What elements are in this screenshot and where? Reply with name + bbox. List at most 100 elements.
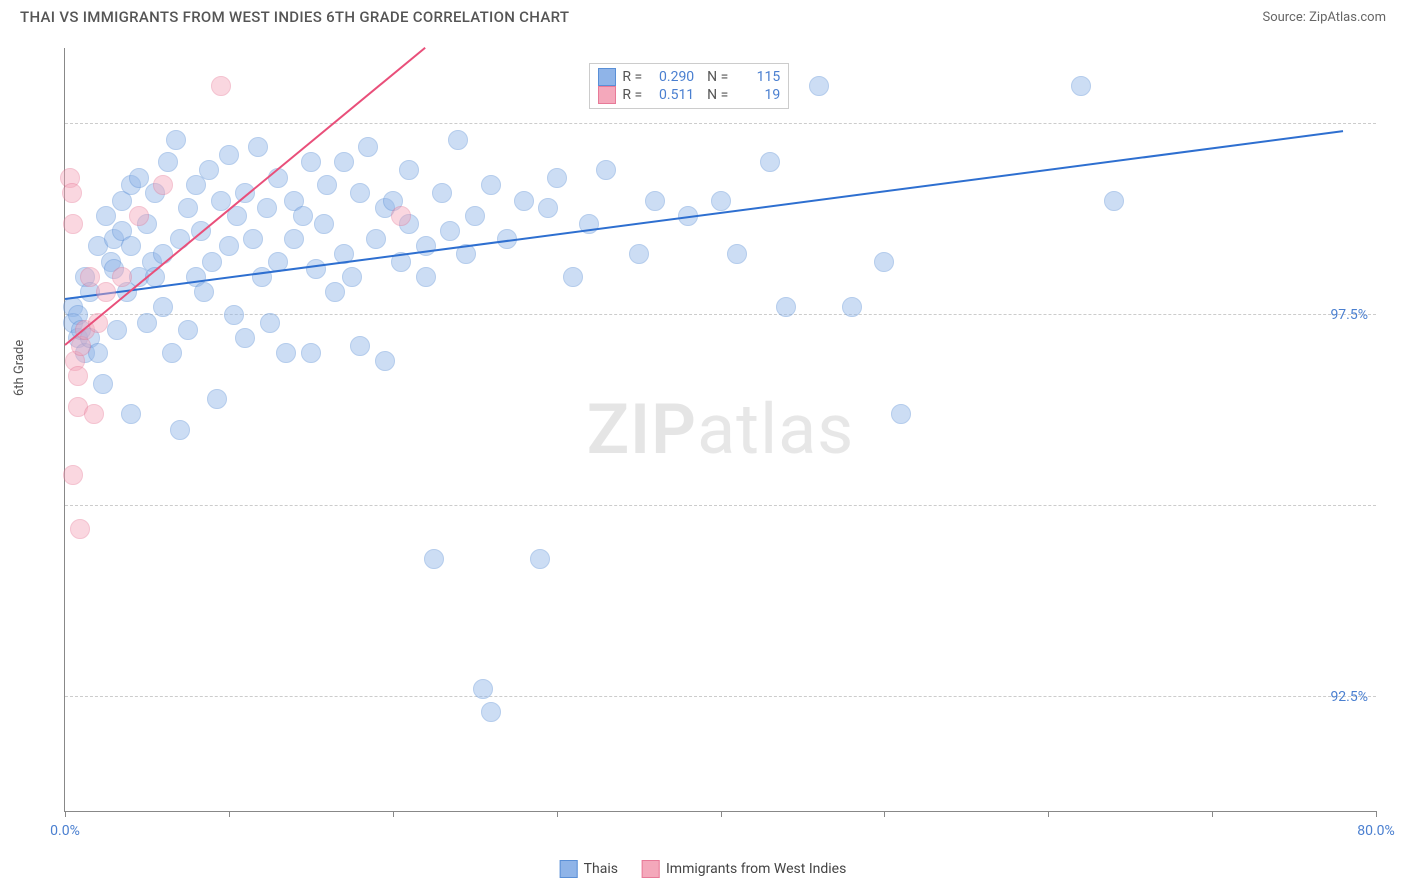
data-point	[112, 267, 132, 287]
plot-area: ZIPatlas R =0.290 N =115R =0.511 N =19 9…	[64, 48, 1376, 812]
data-point	[70, 519, 90, 539]
data-point	[358, 137, 378, 157]
data-point	[260, 313, 280, 333]
data-point	[809, 76, 829, 96]
x-tick-label: 0.0%	[50, 823, 80, 839]
data-point	[711, 191, 731, 211]
source-label: Source: ZipAtlas.com	[1262, 10, 1386, 25]
stat-r-value: 0.511	[648, 87, 694, 103]
data-point	[248, 137, 268, 157]
data-point	[219, 145, 239, 165]
data-point	[252, 267, 272, 287]
stat-n-value: 19	[734, 87, 780, 103]
data-point	[399, 160, 419, 180]
bottom-legend: Thais Immigrants from West Indies	[560, 860, 847, 878]
x-tick	[393, 811, 394, 817]
data-point	[301, 152, 321, 172]
x-tick	[1376, 811, 1377, 817]
data-point	[63, 214, 83, 234]
data-point	[284, 229, 304, 249]
data-point	[137, 313, 157, 333]
data-point	[153, 297, 173, 317]
data-point	[629, 244, 649, 264]
data-point	[62, 183, 82, 203]
data-point	[1104, 191, 1124, 211]
data-point	[257, 198, 277, 218]
data-point	[334, 152, 354, 172]
data-point	[235, 328, 255, 348]
stat-r-label: R =	[622, 69, 642, 85]
data-point	[306, 259, 326, 279]
data-point	[211, 76, 231, 96]
data-point	[448, 130, 468, 150]
gridline	[65, 123, 1376, 124]
data-point	[129, 206, 149, 226]
legend-label: Immigrants from West Indies	[666, 861, 846, 877]
data-point	[194, 282, 214, 302]
data-point	[350, 336, 370, 356]
y-axis-label: 6th Grade	[12, 340, 27, 396]
data-point	[776, 297, 796, 317]
stats-row: R =0.290 N =115	[598, 68, 780, 86]
data-point	[874, 252, 894, 272]
y-tick-label: 97.5%	[1330, 307, 1368, 323]
data-point	[596, 160, 616, 180]
x-tick	[65, 811, 66, 817]
data-point	[563, 267, 583, 287]
x-tick	[1212, 811, 1213, 817]
data-point	[162, 343, 182, 363]
data-point	[416, 267, 436, 287]
stat-r-value: 0.290	[648, 69, 694, 85]
data-point	[432, 183, 452, 203]
x-tick-label: 80.0%	[1357, 823, 1395, 839]
data-point	[547, 168, 567, 188]
data-point	[842, 297, 862, 317]
data-point	[325, 282, 345, 302]
y-tick-label: 92.5%	[1330, 689, 1368, 705]
data-point	[276, 343, 296, 363]
data-point	[243, 229, 263, 249]
data-point	[202, 252, 222, 272]
data-point	[727, 244, 747, 264]
legend-item: Thais	[560, 860, 618, 878]
data-point	[129, 168, 149, 188]
data-point	[481, 175, 501, 195]
data-point	[80, 267, 100, 287]
x-tick	[557, 811, 558, 817]
data-point	[121, 236, 141, 256]
x-tick	[721, 811, 722, 817]
data-point	[342, 267, 362, 287]
data-point	[473, 679, 493, 699]
data-point	[760, 152, 780, 172]
data-point	[211, 191, 231, 211]
data-point	[366, 229, 386, 249]
data-point	[465, 206, 485, 226]
stat-n-label: N =	[700, 69, 728, 85]
data-point	[301, 343, 321, 363]
stat-r-label: R =	[622, 87, 642, 103]
chart-container: 6th Grade ZIPatlas R =0.290 N =115R =0.5…	[20, 40, 1386, 832]
stats-legend-box: R =0.290 N =115R =0.511 N =19	[589, 63, 789, 109]
data-point	[96, 206, 116, 226]
gridline	[65, 696, 1376, 697]
chart-title: THAI VS IMMIGRANTS FROM WEST INDIES 6TH …	[20, 8, 569, 26]
data-point	[178, 320, 198, 340]
data-point	[530, 549, 550, 569]
data-point	[68, 366, 88, 386]
data-point	[166, 130, 186, 150]
data-point	[440, 221, 460, 241]
data-point	[538, 198, 558, 218]
watermark: ZIPatlas	[587, 389, 855, 471]
data-point	[391, 206, 411, 226]
legend-swatch	[560, 860, 578, 878]
data-point	[84, 404, 104, 424]
data-point	[170, 420, 190, 440]
data-point	[178, 198, 198, 218]
stat-n-label: N =	[700, 87, 728, 103]
series-swatch	[598, 86, 616, 104]
data-point	[314, 214, 334, 234]
x-tick	[1048, 811, 1049, 817]
x-tick	[229, 811, 230, 817]
data-point	[317, 175, 337, 195]
data-point	[514, 191, 534, 211]
